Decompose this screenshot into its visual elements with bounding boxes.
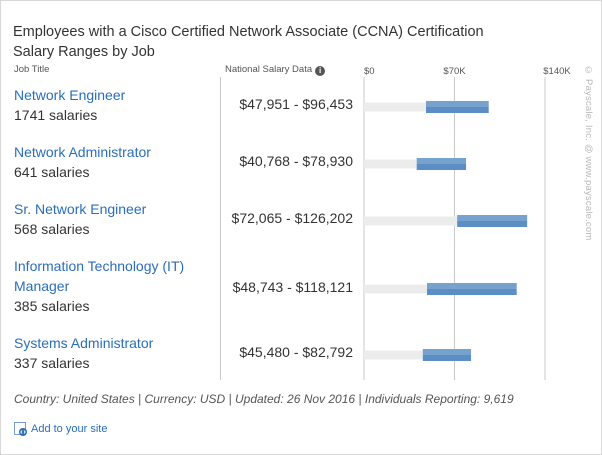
job-link-line-2[interactable]: Manager (14, 278, 70, 294)
job-link-sr-network-engineer[interactable]: Sr. Network Engineer (14, 201, 147, 217)
column-separator (220, 77, 221, 380)
job-count: 385 salaries (14, 298, 90, 314)
salary-range: $72,065 - $126,202 (231, 210, 353, 226)
job-link-systems-administrator[interactable]: Systems Administrator (14, 335, 154, 351)
salary-range: $45,480 - $82,792 (239, 344, 353, 360)
payscale-watermark: © Payscale, Inc. @ www.payscale.com (583, 65, 594, 241)
national-salary-header: National Salary Data i (225, 64, 326, 76)
national-salary-label: National Salary Data (225, 64, 313, 75)
job-link-line-1[interactable]: Information Technology (IT) (14, 258, 185, 274)
job-link-network-administrator[interactable]: Network Administrator (14, 144, 151, 160)
x-tick-label: $0 (364, 66, 375, 77)
job-title-header: Job Title (14, 64, 50, 75)
x-tick-label: $140K (543, 66, 571, 77)
job-count: 568 salaries (14, 221, 90, 237)
range-bar-highlight (425, 101, 489, 107)
range-track (364, 102, 426, 112)
range-bar-highlight (416, 158, 467, 164)
range-track (364, 350, 423, 360)
range-bar (427, 283, 517, 295)
range-bar (457, 215, 528, 227)
range-bar-highlight (422, 349, 472, 355)
salary-range: $47,951 - $96,453 (239, 96, 353, 112)
range-bar-highlight (457, 215, 528, 221)
salary-range: $48,743 - $118,121 (232, 279, 353, 295)
range-bar (422, 349, 472, 361)
title-line-1: Employees with a Cisco Certified Network… (13, 24, 484, 40)
range-track (364, 284, 428, 294)
job-link-network-engineer[interactable]: Network Engineer (14, 87, 126, 103)
job-count: 641 salaries (14, 164, 90, 180)
salary-range: $40,768 - $78,930 (239, 153, 353, 169)
add-to-site-link[interactable]: Add to your site (14, 422, 107, 436)
job-link-it-manager[interactable]: Information Technology (IT) Manager (14, 256, 214, 296)
range-track (364, 159, 417, 169)
x-tick-label: $70K (443, 66, 466, 77)
title-line-2: Salary Ranges by Job (13, 44, 155, 60)
range-bar (425, 101, 489, 113)
job-count: 337 salaries (14, 355, 90, 371)
range-bar-highlight (427, 283, 517, 289)
footer-info: Country: United States | Currency: USD |… (14, 392, 514, 406)
range-bar (416, 158, 467, 170)
job-count: 1741 salaries (14, 107, 98, 123)
widget-title: Employees with a Cisco Certified Network… (13, 22, 573, 62)
range-track (364, 216, 458, 226)
info-icon[interactable]: i (315, 66, 326, 76)
add-to-site-label[interactable]: Add to your site (31, 423, 108, 435)
embed-code-icon (14, 422, 28, 436)
